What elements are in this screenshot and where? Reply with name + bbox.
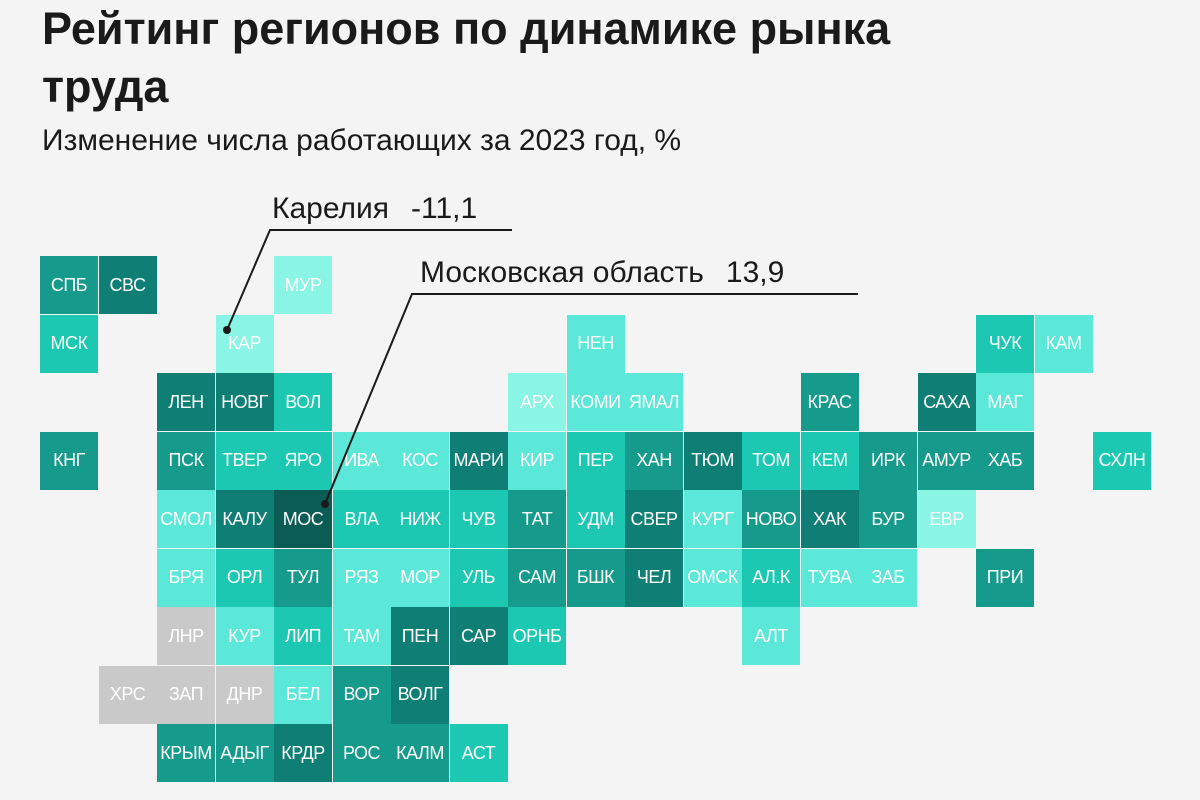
region-cell-орл: ОРЛ	[215, 548, 274, 607]
region-cell-вла: ВЛА	[332, 490, 391, 548]
region-cell-чел: ЧЕЛ	[625, 548, 683, 607]
region-cell-мур: МУР	[274, 256, 332, 314]
region-cell-калу: КАЛУ	[215, 490, 274, 548]
region-cell-там: ТАМ	[332, 607, 391, 665]
region-cell-кос: КОС	[391, 431, 449, 490]
region-cell-ниж: НИЖ	[391, 490, 449, 548]
region-cell-лип: ЛИП	[274, 607, 332, 665]
region-cell-мари: МАРИ	[449, 431, 508, 490]
region-cell-нен: НЕН	[566, 314, 625, 373]
region-cell-заб: ЗАБ	[859, 548, 917, 607]
region-cell-бел: БЕЛ	[274, 665, 332, 724]
region-cell-кур: КУР	[215, 607, 274, 665]
moscow-obl-leader-dot	[321, 500, 329, 508]
region-cell-уль: УЛЬ	[449, 548, 508, 607]
region-cell-алт: АЛТ	[742, 607, 800, 665]
region-cell-коми: КОМИ	[566, 373, 625, 431]
region-cell-бур: БУР	[859, 490, 917, 548]
annotation-moscow-obl-name: Московская область	[420, 256, 704, 289]
region-cell-крым: КРЫМ	[157, 724, 215, 782]
region-cell-хаб: ХАБ	[976, 431, 1034, 490]
region-cell-тат: ТАТ	[508, 490, 566, 548]
region-cell-пск: ПСК	[157, 431, 215, 490]
region-cell-евр: ЕВР	[917, 490, 976, 548]
annotation-karelia-value: -11,1	[411, 192, 478, 225]
region-cell-адыг: АДЫГ	[215, 724, 274, 782]
region-cell-зап: ЗАП	[157, 665, 215, 724]
annotation-karelia-name: Карелия	[272, 192, 390, 225]
region-cell-свер: СВЕР	[625, 490, 683, 548]
region-cell-днр: ДНР	[215, 665, 274, 724]
region-cell-лнр: ЛНР	[157, 607, 215, 665]
region-cell-крас: КРАС	[800, 373, 859, 431]
region-cell-калм: КАЛМ	[391, 724, 449, 782]
annotation-karelia: Карелия -11,1	[272, 192, 477, 226]
region-cell-спб: СПБ	[40, 256, 98, 314]
region-cell-яро: ЯРО	[274, 431, 332, 490]
region-cell-бшк: БШК	[566, 548, 625, 607]
region-cell-амур: АМУР	[917, 431, 976, 490]
region-cell-крдр: КРДР	[274, 724, 332, 782]
karelia-leader-dot	[223, 326, 231, 334]
region-cell-кург: КУРГ	[683, 490, 742, 548]
region-cell-ямал: ЯМАЛ	[625, 373, 683, 431]
region-cell-ряз: РЯЗ	[332, 548, 391, 607]
region-cell-вол: ВОЛ	[274, 373, 332, 431]
region-cell-удм: УДМ	[566, 490, 625, 548]
region-cell-пен: ПЕН	[391, 607, 449, 665]
region-cell-омск: ОМСК	[683, 548, 742, 607]
region-cell-том: ТОМ	[742, 431, 800, 490]
region-cell-хан: ХАН	[625, 431, 683, 490]
region-cell-мск: МСК	[40, 314, 98, 373]
region-cell-сам: САМ	[508, 548, 566, 607]
region-cell-кир: КИР	[508, 431, 566, 490]
chart-subtitle: Изменение числа работающих за 2023 год, …	[42, 124, 682, 157]
region-cell-пер: ПЕР	[566, 431, 625, 490]
region-cell-вор: ВОР	[332, 665, 391, 724]
annotation-moscow-obl-value: 13,9	[725, 256, 785, 289]
region-cell-кем: КЕМ	[800, 431, 859, 490]
region-cell-чув: ЧУВ	[449, 490, 508, 548]
region-cell-мос: МОС	[274, 490, 332, 548]
region-cell-сар: САР	[449, 607, 508, 665]
region-cell-твер: ТВЕР	[215, 431, 274, 490]
region-cell-волг: ВОЛГ	[391, 665, 449, 724]
region-cell-свс: СВС	[98, 256, 157, 314]
region-cell-при: ПРИ	[976, 548, 1034, 607]
annotation-moscow-obl: Московская область 13,9	[420, 256, 784, 290]
region-cell-кнг: КНГ	[40, 431, 98, 490]
region-cell-саха: САХА	[917, 373, 976, 431]
region-cell-мор: МОР	[391, 548, 449, 607]
region-cell-чук: ЧУК	[976, 314, 1034, 373]
region-cell-новг: НОВГ	[215, 373, 274, 431]
chart-title: Рейтинг регионов по динамике рынка труда	[42, 3, 891, 112]
region-cell-кам: КАМ	[1034, 314, 1093, 373]
moscow-obl-leader-line	[324, 293, 858, 505]
region-cell-хрс: ХРС	[98, 665, 157, 724]
region-cell-тува: ТУВА	[800, 548, 859, 607]
region-cell-тул: ТУЛ	[274, 548, 332, 607]
region-cell-смол: СМОЛ	[157, 490, 215, 548]
region-cell-ал.к: АЛ.К	[742, 548, 800, 607]
region-cell-орнб: ОРНБ	[508, 607, 566, 665]
region-cell-хак: ХАК	[800, 490, 859, 548]
region-cell-ново: НОВО	[742, 490, 800, 548]
karelia-leader-line	[226, 229, 512, 331]
region-cell-схлн: СХЛН	[1093, 431, 1151, 490]
region-cell-лен: ЛЕН	[157, 373, 215, 431]
region-cell-арх: АРХ	[508, 373, 566, 431]
region-cell-рос: РОС	[332, 724, 391, 782]
region-cell-ирк: ИРК	[859, 431, 917, 490]
region-cell-маг: МАГ	[976, 373, 1034, 431]
region-cell-бря: БРЯ	[157, 548, 215, 607]
region-cell-тюм: ТЮМ	[683, 431, 742, 490]
region-cell-аст: АСТ	[449, 724, 508, 782]
region-cell-кар: КАР	[215, 314, 274, 373]
